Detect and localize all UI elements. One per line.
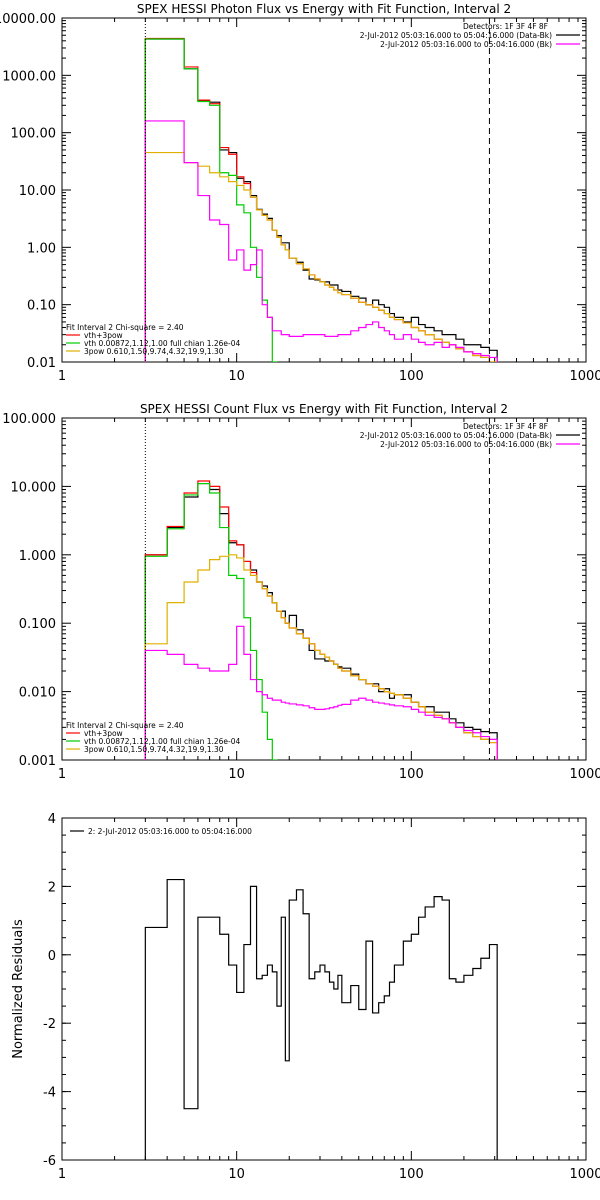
chart2-y-tick-label: 0.010: [19, 686, 56, 701]
chart3-y-tick-label: 0: [48, 949, 56, 964]
chart1-title: SPEX HESSI Photon Flux vs Energy with Fi…: [137, 2, 511, 16]
chart1-fit-legend-text: vth 0.00872,1.12,1.00 full chian 1.26e-0…: [84, 339, 241, 348]
chart1-y-tick-label: 1.00: [27, 241, 56, 256]
chart2-fit-legend-text: vth 0.00872,1.12,1.00 full chian 1.26e-0…: [84, 737, 241, 746]
chart1-y-tick-label: 0.10: [27, 299, 56, 314]
chart1-y-tick-label: 100.00: [11, 127, 57, 142]
chart1-series-4-line: [144, 151, 498, 362]
chart1-frame: [61, 17, 587, 363]
chart1-legend-text: 2-Jul-2012 05:03:16.000 to 05:04:16.000 …: [380, 40, 552, 49]
chart2-legend-text: 2-Jul-2012 05:03:16.000 to 05:04:16.000 …: [380, 440, 552, 449]
chart2-x-tick-label: 100: [399, 767, 424, 782]
chart3-legend-text: 2: 2-Jul-2012 05:03:16.000 to 05:04:16.0…: [88, 827, 252, 836]
chart2-title: SPEX HESSI Count Flux vs Energy with Fit…: [140, 402, 508, 416]
chart2-legend-text: 2-Jul-2012 05:03:16.000 to 05:04:16.000 …: [360, 431, 552, 440]
chart3-y-tick-label: 4: [48, 812, 56, 827]
chart3-y-tick-label: -4: [43, 1086, 56, 1101]
chart2-y-tick-label: 100.000: [2, 412, 56, 427]
chart1-y-tick-label: 10.00: [19, 184, 56, 199]
chart2-x-tick-label: 10: [228, 767, 245, 782]
chart2-x-tick-label: 1000: [569, 767, 600, 782]
chart3-x-tick-label: 100: [399, 1167, 424, 1182]
chart1-x-tick-label: 10: [228, 369, 245, 384]
chart1-legend-title: Detectors: 1F 3F 4F 8F: [463, 22, 548, 31]
chart2-legend-title: Detectors: 1F 3F 4F 8F: [463, 422, 548, 431]
chart2-series-5-line: [144, 625, 498, 760]
chart1-fit-legend-title: Fit Interval 2 Chi-square = 2.40: [66, 323, 184, 332]
chart1-x-tick-label: 1000: [569, 369, 600, 384]
chart1-y-tick-label: 0.01: [27, 356, 56, 371]
chart2-y-tick-label: 0.001: [19, 754, 56, 769]
chart2-y-tick-label: 0.100: [19, 617, 56, 632]
chart2-y-tick-label: 1.000: [19, 549, 56, 564]
chart2-fit-legend-text: vth+3pow: [84, 729, 123, 738]
chart3-x-tick-label: 1000: [569, 1167, 600, 1182]
chart1-y-tick-label: 10000.00: [0, 12, 56, 27]
chart1-series-5-line: [144, 120, 498, 362]
chart3-y-tick-label: -6: [43, 1154, 56, 1169]
chart2-y-tick-label: 10.000: [11, 480, 57, 495]
chart3-frame: [61, 817, 587, 1161]
chart2-series-4-line: [144, 554, 498, 760]
chart3-y-tick-label: 2: [48, 880, 56, 895]
chart2-fit-legend-text: 3pow 0.610,1.50,9.74,4.32,19.9,1.30: [84, 745, 224, 754]
chart3-y-axis-label: Normalized Residuals: [11, 919, 26, 1059]
chart3-x-tick-label: 10: [228, 1167, 245, 1182]
chart1-x-tick-label: 100: [399, 369, 424, 384]
chart3-y-tick-label: -2: [43, 1017, 56, 1032]
chart1-fit-legend-text: vth+3pow: [84, 331, 123, 340]
chart3-series-1-line: [144, 878, 498, 1160]
chart2-fit-legend-title: Fit Interval 2 Chi-square = 2.40: [66, 721, 184, 730]
chart1-legend-text: 2-Jul-2012 05:03:16.000 to 05:04:16.000 …: [360, 31, 552, 40]
chart1-x-tick-label: 1: [58, 369, 66, 384]
chart2-frame: [61, 417, 587, 761]
chart1-y-tick-label: 1000.00: [2, 69, 56, 84]
chart1-fit-legend-text: 3pow 0.610,1.50,9.74,4.32,19.9,1.30: [84, 347, 224, 356]
chart2-series-3-line: [144, 482, 278, 760]
chart2-x-tick-label: 1: [58, 767, 66, 782]
chart3-x-tick-label: 1: [58, 1167, 66, 1182]
